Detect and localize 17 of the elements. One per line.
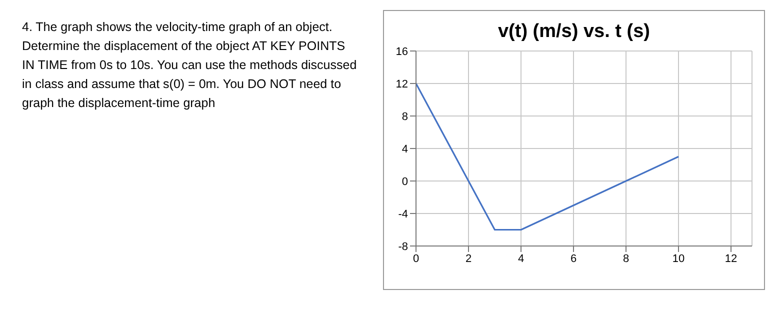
y-tick-label: -8 xyxy=(398,240,408,253)
text: 4. The graph shows the velocity-time graph of an object. Determine the displacement of the object AT KEY POINTS IN TIME from 0s to 10s. You can use the methods discussed in class and assume that s(0) = 0m. You DO NOT need to graph the displacement-time graph xyxy=(22,19,357,112)
x-tick-label: 6 xyxy=(570,252,577,265)
y-tick-label: 16 xyxy=(396,46,408,58)
x-tick-label: 4 xyxy=(518,252,524,265)
x-tick-label: 0 xyxy=(412,252,420,265)
y-tick-label: -4 xyxy=(398,208,408,220)
y-tick-label: 4 xyxy=(402,143,408,156)
y-tick-label: 0 xyxy=(402,176,408,188)
y-tick-label: 12 xyxy=(396,78,408,90)
line-series xyxy=(416,82,680,231)
x-tick-label: 2 xyxy=(465,252,472,265)
x-tick-label: 10 xyxy=(672,252,685,265)
chart-title: v(t) (m/s) vs. t (s) xyxy=(496,21,652,43)
x-tick-label: 12 xyxy=(724,252,738,265)
x-tick-label: 8 xyxy=(622,252,630,265)
y-tick-label: 8 xyxy=(402,110,408,123)
